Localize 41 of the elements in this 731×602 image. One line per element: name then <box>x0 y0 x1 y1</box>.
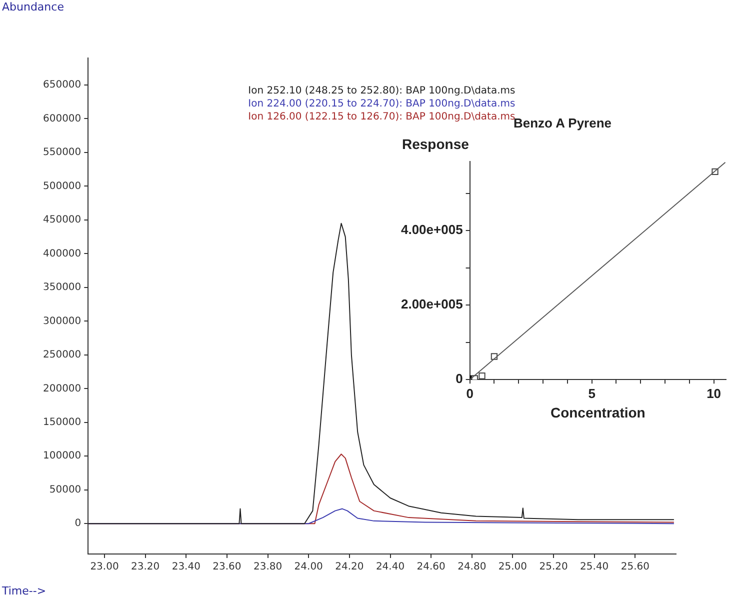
y-tick-label: 300000 <box>42 316 82 327</box>
y-tick-label: 200000 <box>42 383 82 394</box>
x-tick-label: 24.60 <box>416 562 446 573</box>
x-tick-label: 24.00 <box>294 562 323 573</box>
x-tick-label: 23.60 <box>212 562 242 573</box>
x-tick-label: 25.40 <box>580 562 609 573</box>
y-tick-label: 4.00e+005 <box>400 222 463 238</box>
y-tick-label: 0 <box>456 371 463 386</box>
x-tick-label: 0 <box>466 386 474 401</box>
x-tick-label: 23.20 <box>131 562 160 573</box>
y-tick-label: 550000 <box>42 147 82 158</box>
y-tick-label: 0 <box>74 518 82 530</box>
x-tick-label: 10 <box>706 386 722 401</box>
y-tick-label: 650000 <box>42 80 82 91</box>
y-tick-label: 50000 <box>49 484 82 496</box>
x-axis-title: Concentration <box>550 404 646 420</box>
text: Ion 126.00 (122.15 to 126.70): BAP 100ng.D\data.ms <box>248 112 516 123</box>
y-tick-label: 600000 <box>42 113 82 124</box>
y-axis-title: Response <box>402 136 470 152</box>
y-tick-label: 500000 <box>42 180 82 192</box>
y-tick-label: 150000 <box>42 417 82 428</box>
x-tick-label: 25.00 <box>498 562 528 573</box>
x-tick-label: 23.80 <box>253 562 282 573</box>
y-tick-label: 400000 <box>42 248 82 260</box>
x-tick-label: 23.00 <box>90 562 119 573</box>
text: Ion 252.10 (248.25 to 252.80): BAP 100ng.D\data.ms <box>248 86 516 97</box>
x-axis-title: Time--> <box>1 584 46 598</box>
text: Ion 224.00 (220.15 to 224.70): BAP 100ng.D\data.ms <box>248 98 516 110</box>
y-tick-label: 450000 <box>42 214 82 226</box>
y-tick-label: 100000 <box>42 450 82 462</box>
y-axis-title: Abundance <box>2 0 64 14</box>
x-tick-label: 24.80 <box>458 562 486 573</box>
x-tick-label: 25.60 <box>620 562 650 573</box>
x-tick-label: 25.20 <box>539 562 568 573</box>
x-tick-label: 23.40 <box>172 562 200 573</box>
x-tick-label: 24.40 <box>376 562 405 573</box>
y-tick-label: 350000 <box>42 282 82 294</box>
y-tick-label: 2.00e+005 <box>400 296 463 312</box>
x-tick-label: 5 <box>588 386 596 401</box>
x-tick-label: 24.20 <box>335 562 364 573</box>
y-tick-label: 250000 <box>42 350 82 361</box>
